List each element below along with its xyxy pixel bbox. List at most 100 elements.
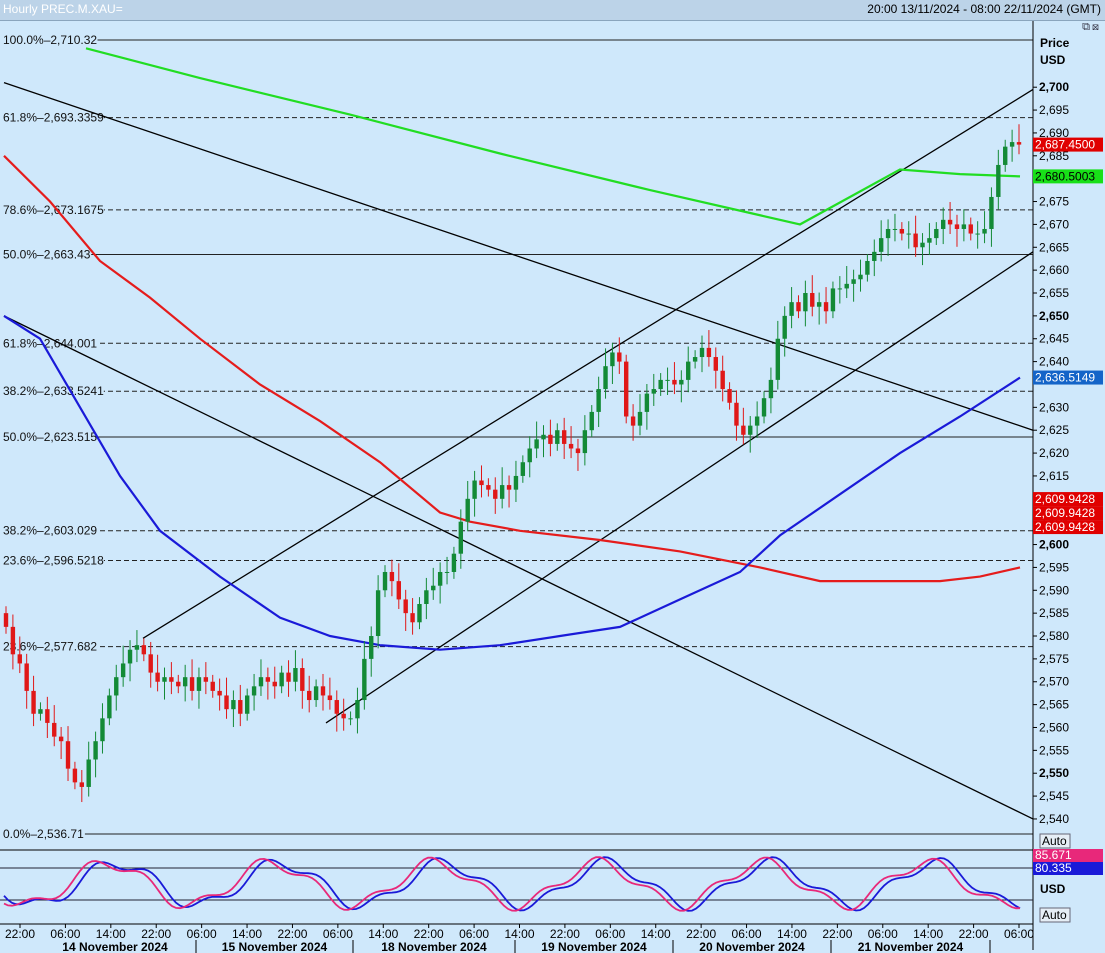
x-tick-label: 22:00 <box>822 927 852 941</box>
candle-body <box>837 288 843 290</box>
candle-body <box>548 434 553 444</box>
candle-body <box>555 430 560 444</box>
x-tick-label: 14:00 <box>96 927 126 941</box>
candle-body <box>499 485 505 499</box>
fibonacci-levels: 100.0%–2,710.32 61.8%–2,693.3359 78.6%–2,6… <box>0 21 1033 850</box>
candle-body <box>699 347 705 358</box>
fib-label: 23.6%–2,596.5218 <box>3 553 104 567</box>
price-tags: 2,687.4500 2,680.5003 2,636.5149 2,609.9428… <box>1033 137 1103 535</box>
fib-label-bg <box>1 553 104 567</box>
candle-body <box>272 681 277 687</box>
y-tick-label: 2,695 <box>1039 103 1069 117</box>
x-tick-label: 14:00 <box>641 927 671 941</box>
candle-body <box>238 700 243 714</box>
price-axis: Price USD 2,540 2,545 2,550 2,555 2,560 2,565 2,… <box>1032 21 1071 950</box>
candle-body <box>782 315 787 339</box>
x-tick-label: 06:00 <box>459 927 489 941</box>
candle-body <box>982 228 987 234</box>
candle-body <box>258 677 264 687</box>
candle-body <box>217 690 222 696</box>
x-tick-label: 06:00 <box>50 927 80 941</box>
candle-body <box>141 645 147 655</box>
fib-label-bg <box>1 430 98 443</box>
fib-label: 61.8%–2,644.001 <box>3 336 97 350</box>
y-tick-label: 2,660 <box>1039 263 1069 277</box>
candle-body <box>851 279 856 284</box>
stoch-k-value: 80.335 <box>1035 861 1072 875</box>
auto-button-bottom[interactable]: Auto <box>1042 908 1067 922</box>
y-tick-label: 2,620 <box>1039 446 1069 460</box>
candle-body <box>24 663 29 691</box>
candlesticks <box>3 124 1022 803</box>
candle-body <box>451 553 457 572</box>
price-tag: 2,609.9428 <box>1035 520 1095 534</box>
auto-button-top[interactable]: Auto <box>1042 834 1067 848</box>
y-tick-label: 2,555 <box>1039 743 1069 757</box>
candle-body <box>72 768 78 783</box>
window-control-icons[interactable]: ⧉⊠ <box>1082 21 1101 33</box>
plot-area <box>0 21 1033 850</box>
candle-body <box>93 741 98 760</box>
y-tick-label: 2,650 <box>1039 309 1069 323</box>
candle-body <box>513 475 519 490</box>
candle-body <box>458 521 464 554</box>
x-tick-label: 22:00 <box>277 927 307 941</box>
candle-body <box>706 347 712 358</box>
x-date-label: 20 November 2024 <box>699 940 805 953</box>
stochastic-d-line <box>3 856 1021 912</box>
candle-body <box>65 741 71 769</box>
trend-line <box>3 82 1034 431</box>
candle-body <box>637 411 643 426</box>
candle-body <box>348 718 353 720</box>
axis-title: Price <box>1040 36 1070 50</box>
candle-body <box>617 352 622 362</box>
price-tag: 2,687.4500 <box>1035 138 1095 152</box>
trend-line <box>142 88 1034 639</box>
x-date-label: 15 November 2024 <box>222 940 328 953</box>
candle-body <box>775 338 781 380</box>
candle-body <box>382 571 388 591</box>
candle-body <box>796 302 801 312</box>
fib-label: 50.0%–2,623.515 <box>3 430 97 444</box>
candle-body <box>148 654 153 673</box>
y-tick-label: 2,645 <box>1039 332 1069 346</box>
candle-body <box>493 489 498 499</box>
chart-title: Hourly PREC.M.XAU= <box>3 2 123 16</box>
candle-body <box>182 677 188 687</box>
x-tick-label: 14:00 <box>504 927 534 941</box>
candle-body <box>741 425 746 435</box>
candle-body <box>45 709 50 723</box>
price-tag: 2,609.9428 <box>1035 492 1095 506</box>
candle-body <box>575 448 581 454</box>
trend-line <box>3 315 1034 820</box>
moving-average-blue <box>3 314 1021 651</box>
candle-body <box>975 233 980 235</box>
candle-body <box>816 302 822 307</box>
y-tick-label: 2,540 <box>1039 812 1069 826</box>
candle-body <box>927 238 932 243</box>
candle-body <box>169 677 174 682</box>
candle-body <box>486 485 491 490</box>
candle-body <box>355 700 360 719</box>
y-tick-label: 2,550 <box>1039 766 1069 780</box>
time-range-label: 20:00 13/11/2024 - 08:00 22/11/2024 (GMT… <box>867 2 1101 16</box>
auto-button-bg <box>1039 833 1071 849</box>
candle-body <box>444 571 450 573</box>
x-tick-label: 06:00 <box>732 927 762 941</box>
stoch-d-value: 85.671 <box>1035 848 1072 862</box>
candle-body <box>224 695 229 710</box>
candle-body <box>651 389 656 394</box>
candle-body <box>989 196 994 229</box>
x-tick-label: 22:00 <box>5 927 35 941</box>
candle-body <box>734 402 739 426</box>
fib-label: 100.0%–2,710.32 <box>3 33 97 47</box>
x-date-label: 21 November 2024 <box>858 940 964 953</box>
trend-line <box>325 251 1034 724</box>
y-tick-label: 2,675 <box>1039 195 1069 209</box>
y-tick-label: 2,615 <box>1039 469 1069 483</box>
fib-label-bg <box>1 202 104 216</box>
candle-body <box>658 379 663 390</box>
candle-body <box>396 581 401 600</box>
